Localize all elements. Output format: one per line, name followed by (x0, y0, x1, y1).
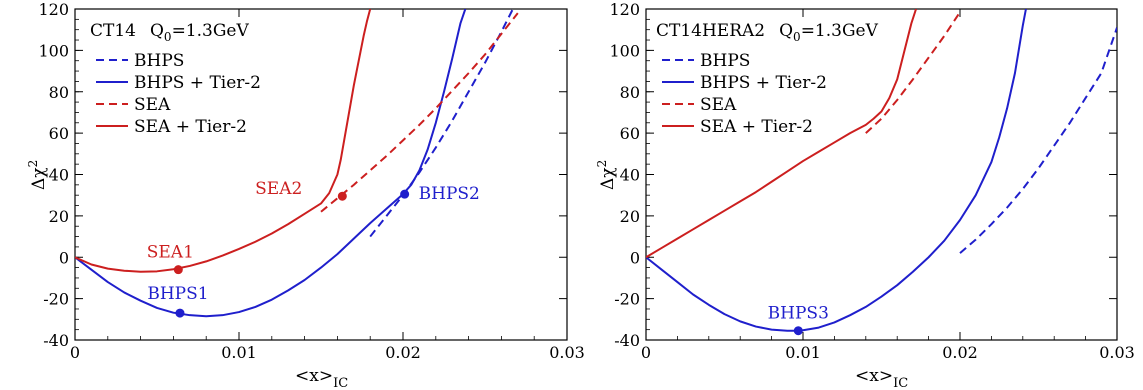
series-line-bhps-tier-2 (646, 9, 1027, 332)
point-marker-sea1 (173, 265, 183, 275)
x-tick-label: 0.02 (385, 343, 421, 362)
x-tick-label: 0.01 (785, 343, 821, 362)
point-marker-bhps2 (400, 189, 410, 199)
x-tick-label: 0 (70, 343, 80, 362)
x-tick-label: 0.01 (221, 343, 257, 362)
legend-label: BHPS + Tier-2 (134, 73, 261, 93)
y-tick-label: 40 (49, 166, 69, 185)
y-tick-label: 60 (620, 124, 640, 143)
tick-marks (74, 8, 568, 341)
y-tick-label: 120 (38, 0, 69, 19)
legend-label: SEA + Tier-2 (134, 117, 247, 137)
legend-label: SEA (134, 95, 171, 115)
series-line-bhps-tier-2 (75, 9, 467, 318)
series-lines (646, 9, 1117, 332)
y-tick-label: -40 (614, 331, 640, 350)
y-tick-label: -40 (43, 331, 69, 350)
x-tick-label: 0.03 (1099, 343, 1135, 362)
y-tick-label: 80 (620, 83, 640, 102)
x-tick-label: 0.02 (942, 343, 978, 362)
y-tick-labels: -40 -20 0 20 40 60 80 100 120 (38, 0, 69, 350)
y-tick-label: 100 (609, 41, 640, 60)
point-label-bhps2: BHPS2 (419, 184, 480, 204)
series-line-bhps (369, 9, 514, 238)
x-tick-label: 0 (641, 343, 651, 362)
panel-title: CT14 Q0=1.3GeV (90, 21, 249, 44)
series-line-sea (320, 12, 519, 213)
point-label-bhps1: BHPS1 (147, 284, 208, 304)
panel-title: CT14HERA2 Q0=1.3GeV (656, 21, 879, 44)
series-line-sea-tier-2 (75, 9, 372, 273)
x-tick-label: 0.03 (549, 343, 585, 362)
legend-label: SEA + Tier-2 (700, 117, 813, 137)
y-tick-labels: -40 -20 0 20 40 60 80 100 120 (609, 0, 640, 350)
x-tick-labels: 0 0.01 0.02 0.03 (641, 343, 1135, 362)
y-axis-title: Δχ2 (26, 160, 49, 190)
point-marker-bhps1 (175, 308, 185, 318)
chart-panel-ct14hera2: 0 0.01 0.02 0.03 -40 -20 0 20 40 60 80 100 120 BHPS… (595, 0, 1135, 390)
y-tick-label: 120 (609, 0, 640, 19)
y-tick-label: 80 (49, 83, 69, 102)
legend-label: SEA (700, 95, 737, 115)
highlighted-points: SEA1 BHPS1 SEA2 BHPS2 (147, 179, 480, 318)
y-tick-label: 0 (59, 248, 69, 267)
point-marker-bhps3 (793, 326, 803, 336)
series-line-sea-tier-2 (646, 9, 917, 259)
legend-label: BHPS + Tier-2 (700, 73, 827, 93)
y-tick-label: 100 (38, 41, 69, 60)
x-axis-title: <x>IC (855, 366, 908, 390)
tick-marks (645, 8, 1118, 341)
y-tick-label: 20 (49, 207, 69, 226)
y-tick-label: 20 (620, 207, 640, 226)
y-tick-label: -20 (43, 290, 69, 309)
chart-panel-ct14: 0 0.01 0.02 0.03 -40 -20 0 20 40 60 80 100 120 SEA1… (26, 0, 585, 390)
y-tick-label: 0 (630, 248, 640, 267)
x-axis-title: <x>IC (295, 366, 348, 390)
y-tick-label: 40 (620, 166, 640, 185)
y-axis-title: Δχ2 (595, 160, 618, 190)
x-tick-labels: 0 0.01 0.02 0.03 (70, 343, 585, 362)
series-line-bhps (959, 27, 1117, 254)
series-line-sea (865, 11, 961, 134)
series-lines (75, 9, 519, 318)
point-label-sea1: SEA1 (147, 243, 194, 263)
legend-label: BHPS (700, 51, 750, 71)
point-label-sea2: SEA2 (255, 179, 302, 199)
point-label-bhps3: BHPS3 (768, 304, 829, 324)
y-tick-label: -20 (614, 290, 640, 309)
y-tick-label: 60 (49, 124, 69, 143)
point-marker-sea2 (337, 191, 347, 201)
legend-label: BHPS (134, 51, 184, 71)
highlighted-points: BHPS3 (768, 304, 829, 336)
